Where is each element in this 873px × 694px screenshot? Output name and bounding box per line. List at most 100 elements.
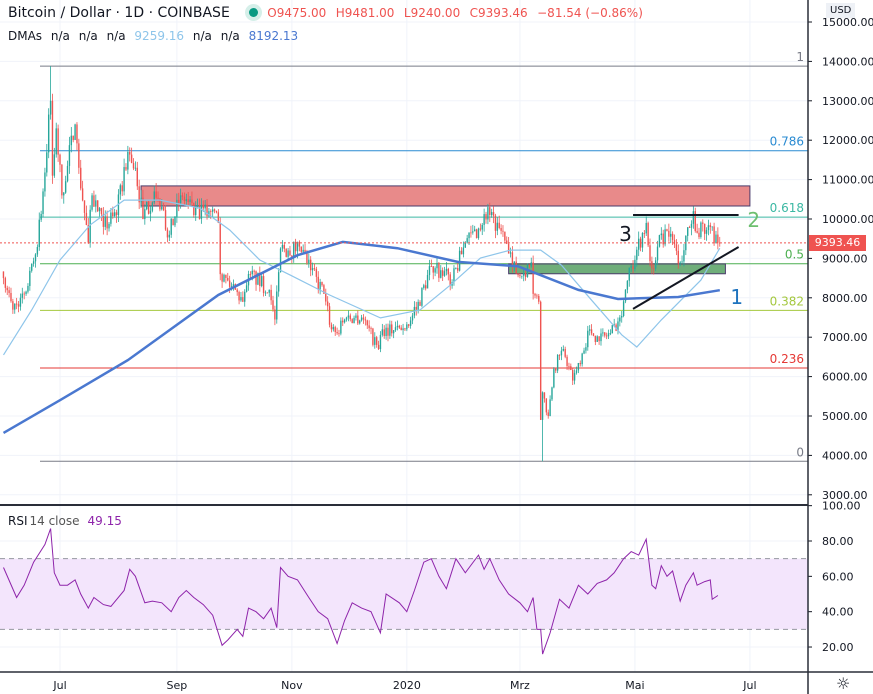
candle-body (104, 216, 106, 227)
candle-body (232, 284, 235, 286)
candle-body (323, 285, 325, 294)
candle-body (74, 124, 76, 140)
candle-body (166, 229, 169, 238)
fib-level-label: 1 (796, 50, 804, 64)
candle-body (144, 209, 146, 219)
candle-body (517, 273, 519, 276)
candle-body (619, 317, 621, 322)
candle-body (29, 270, 31, 286)
candle-body (311, 268, 314, 271)
candle-body (14, 303, 16, 310)
candle-body (402, 328, 404, 331)
candle-body (717, 234, 719, 243)
candle-body (27, 285, 29, 292)
candle-body (468, 232, 470, 239)
candle-body (398, 325, 400, 328)
candle-body (259, 272, 261, 286)
candle-body (598, 336, 600, 342)
candle-body (255, 271, 257, 285)
candle-body (592, 333, 595, 336)
candle-body (400, 327, 402, 331)
candle-body (277, 272, 280, 292)
candle-body (440, 270, 442, 278)
candle-body (102, 213, 105, 227)
candle-body (385, 327, 387, 337)
candle-body (511, 252, 514, 267)
candle-body (423, 285, 425, 288)
annotation-label[interactable]: 1 (730, 285, 743, 309)
candle-body (98, 208, 101, 212)
candle-body (129, 152, 131, 155)
candle-body (308, 259, 310, 264)
candle-body (381, 329, 384, 335)
time-axis-label: 2020 (393, 679, 421, 692)
drawings[interactable]: 3 2 1 (619, 208, 760, 310)
candle-body (647, 222, 649, 246)
dmas-legend[interactable]: DMAs n/a n/a n/a 9259.16 n/a n/a 8192.13 (8, 29, 303, 43)
price-tick-label: 7000.00 (822, 331, 868, 344)
candle-body (391, 324, 393, 334)
candle-body (78, 143, 80, 168)
candle-body (375, 337, 378, 345)
candle-body (172, 218, 174, 226)
candle-body (127, 152, 129, 170)
candle-body (513, 261, 515, 267)
candle-body (613, 324, 615, 326)
candle-body (577, 363, 580, 371)
zone-rectangle[interactable] (140, 185, 751, 207)
zone-rectangle[interactable] (508, 263, 726, 275)
price-tick-label: 10000.00 (822, 213, 873, 226)
candle-body (6, 287, 8, 291)
candle-body (347, 315, 350, 318)
candle-body (279, 248, 282, 273)
candle-body (283, 244, 286, 249)
candle-body (85, 212, 88, 226)
candle-body (42, 191, 44, 214)
price-tick-label: 5000.00 (822, 410, 868, 423)
candle-body (605, 335, 608, 337)
candle-body (81, 188, 84, 201)
candle-body (338, 333, 340, 335)
candle-body (215, 210, 218, 213)
candle-body (366, 320, 368, 326)
price-tick-label: 11000.00 (822, 174, 873, 187)
fibonacci-retracement[interactable]: 1 0.786 0.618 0.5 0.382 0.236 0 (40, 50, 808, 462)
price-tick-label: 8000.00 (822, 292, 868, 305)
candle-body (449, 274, 451, 286)
candle-body (168, 234, 171, 238)
currency-label[interactable]: USD (826, 3, 856, 18)
zones[interactable] (140, 185, 751, 275)
annotation-label[interactable]: 3 (619, 222, 632, 246)
candle-body (445, 268, 448, 272)
candle-body (611, 325, 614, 334)
trend-line[interactable] (632, 246, 740, 310)
candle-body (607, 333, 610, 337)
candle-body (287, 250, 289, 257)
candle-body (176, 199, 178, 217)
settings-gear-icon[interactable]: ☼ (836, 674, 851, 693)
candle-body (161, 206, 163, 210)
candle-body (187, 199, 189, 202)
candle-body (244, 291, 246, 302)
annotation-label[interactable]: 2 (747, 208, 760, 232)
ohlc-high: H9481.00 (335, 6, 395, 20)
candle-body (703, 223, 706, 234)
dma-50-line (2, 199, 721, 356)
symbol-title[interactable]: Bitcoin / Dollar · 1D · COINBASE (8, 5, 230, 21)
candle-body (575, 370, 578, 373)
candle-body (374, 337, 376, 345)
dma-value: 9259.16 (134, 29, 185, 43)
dma-200-line (2, 240, 721, 434)
candle-body (319, 281, 321, 290)
candle-body (377, 344, 380, 350)
candle-body (392, 330, 395, 334)
time-axis-label: Mrz (510, 679, 530, 692)
time-axis-label: Jul (52, 679, 66, 692)
candle-body (49, 100, 52, 115)
candle-body (560, 350, 563, 356)
candle-body (230, 285, 233, 287)
rsi-legend[interactable]: RSI 14 close 49.15 (8, 514, 127, 528)
candle-body (306, 252, 308, 264)
